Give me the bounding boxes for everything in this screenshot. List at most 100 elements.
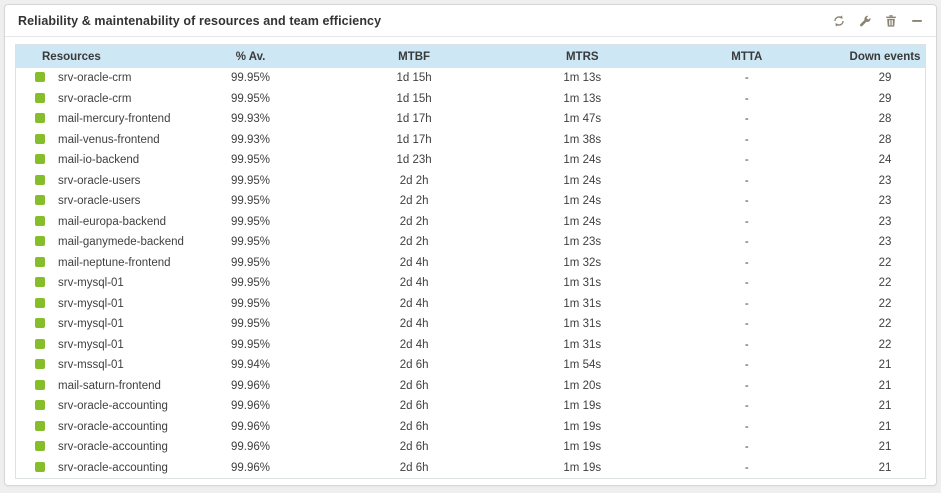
cell-mtrs: 1m 20s (563, 379, 602, 392)
cell-mtbf: 2d 2h (399, 215, 429, 228)
table-row: srv-mysql-01 99.95% 2d 4h 1m 31s - 22 (16, 314, 925, 335)
cell-availability: 99.95% (231, 277, 271, 290)
cell-mtrs: 1m 19s (563, 441, 602, 454)
column-header-availability: % Av. (188, 45, 313, 68)
cell-resource: srv-oracle-accounting (16, 458, 189, 479)
column-header-mtta: MTTA (648, 45, 845, 68)
status-ok-icon (35, 195, 45, 206)
table-row: srv-oracle-accounting 99.96% 2d 6h 1m 19s - 2… (16, 417, 925, 438)
resource-name: srv-oracle-crm (58, 92, 132, 105)
status-ok-icon (35, 215, 45, 226)
cell-resource: mail-venus-frontend (16, 130, 189, 151)
cell-mtbf: 2d 6h (399, 359, 429, 372)
cell-resource: mail-io-backend (16, 150, 189, 171)
cell-availability: 99.95% (231, 92, 271, 105)
cell-mtrs: 1m 31s (563, 277, 602, 290)
cell-mtbf: 2d 2h (399, 174, 429, 187)
cell-mtbf: 2d 4h (399, 256, 429, 269)
cell-resource: srv-mysql-01 (16, 335, 189, 356)
cell-availability: 99.95% (231, 236, 271, 249)
cell-mtrs: 1m 31s (563, 318, 602, 331)
cell-resource: mail-mercury-frontend (16, 109, 189, 130)
table-row: srv-oracle-users 99.95% 2d 2h 1m 24s - 23 (16, 171, 925, 192)
cell-resource: srv-oracle-users (16, 191, 189, 212)
cell-availability: 99.93% (231, 113, 271, 126)
cell-down-events: 23 (878, 236, 892, 249)
cell-availability: 99.95% (231, 297, 271, 310)
refresh-icon[interactable] (831, 13, 846, 28)
table-header-row: Resources % Av. MTBF MTRS MTTA Down even… (16, 45, 925, 68)
cell-resource: srv-mssql-01 (16, 355, 189, 376)
cell-resource: srv-oracle-accounting (16, 437, 189, 458)
cell-mtta: - (744, 277, 749, 290)
status-ok-icon (35, 174, 45, 185)
status-ok-icon (35, 400, 45, 411)
cell-mtrs: 1m 54s (563, 359, 602, 372)
cell-mtrs: 1m 23s (563, 236, 602, 249)
cell-down-events: 28 (878, 113, 892, 126)
column-header-mtrs: MTRS (515, 45, 649, 68)
column-header-down-events: Down events (844, 45, 925, 68)
cell-mtbf: 2d 4h (399, 297, 429, 310)
cell-down-events: 22 (878, 277, 892, 290)
cell-down-events: 21 (878, 461, 892, 474)
resource-name: srv-mysql-01 (58, 297, 124, 310)
cell-down-events: 21 (878, 400, 892, 413)
cell-resource: srv-mysql-01 (16, 273, 189, 294)
cell-mtta: - (744, 441, 749, 454)
resource-name: mail-io-backend (58, 154, 140, 167)
table-row: mail-saturn-frontend 99.96% 2d 6h 1m 20s - 21 (16, 376, 925, 397)
cell-mtta: - (744, 113, 749, 126)
cell-mtrs: 1m 47s (563, 113, 602, 126)
status-ok-icon (35, 420, 45, 431)
cell-availability: 99.96% (231, 400, 271, 413)
cell-resource: srv-mysql-01 (16, 294, 189, 315)
status-ok-icon (35, 461, 45, 472)
cell-mtrs: 1m 19s (563, 420, 602, 433)
cell-resource: mail-saturn-frontend (16, 376, 189, 397)
status-ok-icon (35, 113, 45, 124)
minimize-icon[interactable] (909, 13, 924, 28)
resource-name: srv-oracle-crm (58, 72, 132, 85)
resource-name: srv-oracle-accounting (58, 400, 168, 413)
widget-toolbar (831, 13, 924, 28)
cell-mtta: - (744, 400, 749, 413)
resource-name: mail-neptune-frontend (58, 256, 171, 269)
cell-mtbf: 2d 6h (399, 420, 429, 433)
resource-name: srv-oracle-users (58, 195, 141, 208)
resource-name: srv-mysql-01 (58, 338, 124, 351)
resource-name: srv-oracle-accounting (58, 441, 168, 454)
reliability-widget: Reliability & maintenability of resource… (4, 4, 937, 486)
cell-availability: 99.96% (231, 379, 271, 392)
cell-mtta: - (744, 256, 749, 269)
resource-name: mail-ganymede-backend (58, 236, 184, 249)
cell-mtbf: 2d 6h (399, 400, 429, 413)
cell-resource: mail-neptune-frontend (16, 253, 189, 274)
cell-mtbf: 1d 17h (396, 133, 432, 146)
cell-down-events: 23 (878, 195, 892, 208)
cell-mtbf: 1d 15h (396, 92, 432, 105)
cell-mtrs: 1m 19s (563, 461, 602, 474)
table-row: srv-oracle-accounting 99.96% 2d 6h 1m 19s - 2… (16, 437, 925, 458)
resource-name: srv-mysql-01 (58, 318, 124, 331)
column-header-resources: Resources (16, 45, 189, 68)
resource-name: srv-mysql-01 (58, 277, 124, 290)
cell-availability: 99.96% (231, 461, 271, 474)
wrench-icon[interactable] (857, 13, 872, 28)
cell-mtrs: 1m 24s (563, 174, 602, 187)
cell-mtta: - (744, 420, 749, 433)
cell-mtrs: 1m 24s (563, 215, 602, 228)
cell-mtta: - (744, 195, 749, 208)
cell-down-events: 21 (878, 359, 892, 372)
table-body: srv-oracle-crm 99.95% 1d 15h 1m 13s -29 srv-o… (16, 68, 925, 478)
cell-resource: srv-oracle-accounting (16, 417, 189, 438)
cell-mtbf: 2d 2h (399, 236, 429, 249)
cell-down-events: 22 (878, 297, 892, 310)
resource-name: mail-mercury-frontend (58, 113, 171, 126)
cell-down-events: 21 (878, 379, 892, 392)
table-row: mail-io-backend 99.95% 1d 23h 1m 24s - 24 (16, 150, 925, 171)
cell-availability: 99.95% (231, 174, 271, 187)
trash-icon[interactable] (883, 13, 898, 28)
resource-name: srv-mssql-01 (58, 359, 124, 372)
cell-mtta: - (744, 461, 749, 474)
